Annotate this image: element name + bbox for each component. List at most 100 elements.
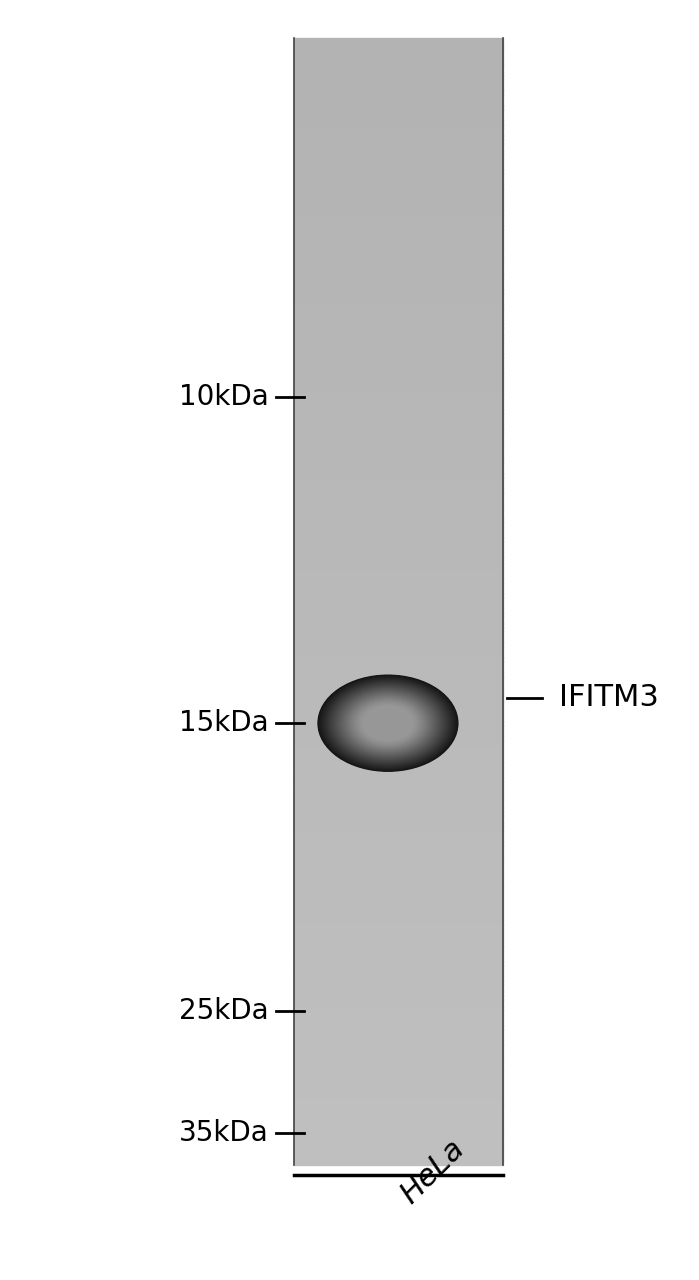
Bar <box>294 988 503 992</box>
Bar <box>294 435 503 440</box>
Bar <box>294 639 503 643</box>
Bar <box>294 680 503 685</box>
Bar <box>294 769 503 774</box>
Bar <box>294 980 503 984</box>
Bar <box>294 214 503 219</box>
Bar <box>294 274 503 279</box>
Bar <box>294 301 503 305</box>
Bar <box>294 691 503 695</box>
Bar <box>294 266 503 271</box>
Bar <box>294 1134 503 1138</box>
Bar <box>294 526 503 530</box>
Ellipse shape <box>321 677 456 769</box>
Bar <box>294 41 503 46</box>
Ellipse shape <box>326 680 451 767</box>
Bar <box>294 210 503 215</box>
Bar <box>294 594 503 598</box>
Bar <box>294 136 503 140</box>
Bar <box>294 297 503 301</box>
Bar <box>294 180 503 184</box>
Ellipse shape <box>326 681 449 765</box>
Bar <box>294 913 503 916</box>
Ellipse shape <box>343 692 433 754</box>
Bar <box>294 1105 503 1108</box>
Bar <box>294 312 503 316</box>
Bar <box>294 1025 503 1029</box>
Bar <box>294 950 503 955</box>
Bar <box>294 406 503 410</box>
Bar <box>294 946 503 951</box>
Bar <box>294 1006 503 1011</box>
Bar <box>294 264 503 268</box>
Bar <box>294 695 503 699</box>
Bar <box>294 188 503 192</box>
Bar <box>294 890 503 895</box>
Bar <box>294 330 503 335</box>
Bar <box>294 897 503 902</box>
Bar <box>294 45 503 50</box>
Bar <box>294 157 503 163</box>
Bar <box>294 1126 503 1132</box>
Bar <box>294 534 503 538</box>
Bar <box>294 390 503 396</box>
Bar <box>294 60 503 65</box>
Bar <box>294 387 503 392</box>
Bar <box>294 563 503 568</box>
Ellipse shape <box>333 685 443 762</box>
Bar <box>294 204 503 207</box>
Ellipse shape <box>363 707 412 740</box>
Ellipse shape <box>337 689 439 758</box>
Text: 35kDa: 35kDa <box>180 1119 269 1147</box>
Ellipse shape <box>357 701 419 745</box>
Bar <box>294 548 503 553</box>
Bar <box>294 1093 503 1097</box>
Bar <box>294 97 503 102</box>
Bar <box>294 1059 503 1064</box>
Bar <box>294 650 503 654</box>
Bar <box>294 342 503 347</box>
Ellipse shape <box>329 684 447 763</box>
Ellipse shape <box>322 677 454 769</box>
Bar <box>294 837 503 842</box>
Bar <box>294 965 503 969</box>
Bar <box>294 924 503 928</box>
Bar <box>294 936 503 940</box>
Bar <box>294 710 503 714</box>
Bar <box>294 530 503 534</box>
Ellipse shape <box>336 687 440 759</box>
Bar <box>294 316 503 320</box>
Bar <box>294 429 503 433</box>
Bar <box>294 338 503 343</box>
Bar <box>294 481 503 485</box>
Text: HeLa: HeLa <box>396 1134 470 1210</box>
Bar <box>294 462 503 466</box>
Bar <box>294 173 503 178</box>
Bar <box>294 289 503 293</box>
Bar <box>294 545 503 549</box>
Ellipse shape <box>354 700 422 746</box>
Bar <box>294 101 503 106</box>
Bar <box>294 218 503 223</box>
Ellipse shape <box>318 676 458 771</box>
Bar <box>294 1037 503 1041</box>
Bar <box>294 379 503 384</box>
Bar <box>294 876 503 879</box>
Ellipse shape <box>352 699 424 748</box>
Ellipse shape <box>350 698 426 749</box>
Ellipse shape <box>358 703 418 744</box>
Bar <box>294 349 503 353</box>
Bar <box>294 1018 503 1023</box>
Bar <box>294 1107 503 1112</box>
Bar <box>294 996 503 1000</box>
Bar <box>294 147 503 151</box>
Bar <box>294 334 503 339</box>
Bar <box>294 244 503 248</box>
Bar <box>294 969 503 973</box>
Bar <box>294 477 503 481</box>
Bar <box>294 320 503 324</box>
Bar <box>294 52 503 58</box>
Bar <box>294 767 503 771</box>
Bar <box>294 451 503 456</box>
Ellipse shape <box>345 694 431 753</box>
Bar <box>294 849 503 854</box>
